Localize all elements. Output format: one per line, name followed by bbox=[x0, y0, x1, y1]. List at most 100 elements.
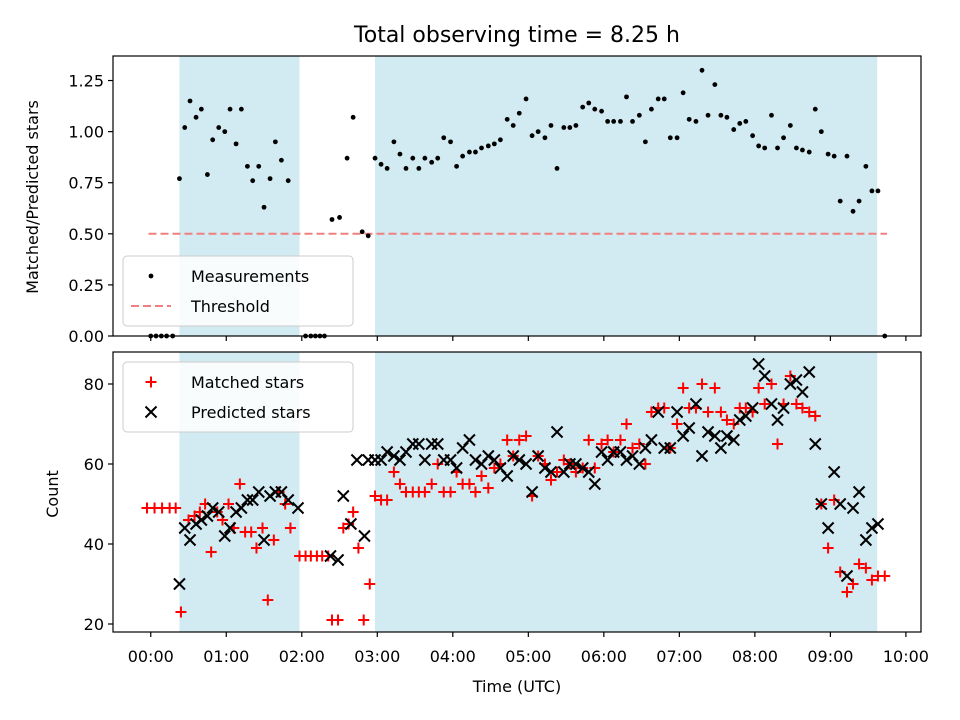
count-data-point bbox=[701, 425, 715, 439]
count-data-point bbox=[322, 550, 334, 562]
count-data-point bbox=[633, 457, 646, 471]
count-data-point bbox=[714, 441, 728, 455]
ratio-data-point bbox=[837, 198, 843, 204]
ratio-data-point bbox=[491, 141, 497, 147]
ratio-data-point bbox=[256, 163, 262, 169]
count-shaded-interval bbox=[375, 352, 878, 632]
ratio-data-point bbox=[818, 129, 824, 135]
count-data-point bbox=[702, 406, 714, 418]
count-data-point bbox=[853, 558, 865, 570]
count-data-point bbox=[469, 453, 482, 467]
count-data-point bbox=[815, 497, 828, 511]
count-data-point bbox=[469, 486, 481, 498]
count-data-point bbox=[614, 434, 626, 446]
x-tick-label: 06:00 bbox=[581, 647, 627, 666]
ratio-data-point bbox=[825, 151, 831, 157]
count-data-point bbox=[380, 445, 394, 459]
count-data-point bbox=[331, 553, 345, 567]
count-data-point bbox=[463, 478, 475, 490]
count-y-tick-label: 20 bbox=[84, 615, 104, 634]
ratio-y-tick-label: 1.25 bbox=[68, 72, 104, 91]
count-data-point bbox=[695, 449, 709, 463]
count-data-point bbox=[544, 465, 558, 479]
ratio-data-point bbox=[384, 166, 390, 171]
count-data-point bbox=[332, 614, 344, 626]
ratio-y-tick-label: 0.00 bbox=[68, 327, 104, 346]
ratio-data-point bbox=[204, 172, 210, 177]
ratio-data-point bbox=[182, 125, 188, 130]
count-data-point bbox=[507, 449, 520, 463]
x-axis-label: Time (UTC) bbox=[472, 677, 561, 696]
count-data-point bbox=[201, 509, 214, 523]
count-data-point bbox=[519, 457, 533, 471]
count-data-point bbox=[352, 542, 364, 554]
count-data-point bbox=[871, 517, 885, 531]
x-tick-label: 00:00 bbox=[128, 647, 174, 666]
count-data-point bbox=[828, 494, 840, 506]
ratio-data-point bbox=[467, 149, 472, 155]
count-data-point bbox=[733, 413, 746, 427]
count-data-point bbox=[846, 501, 860, 515]
count-data-point bbox=[431, 437, 444, 451]
ratio-data-point bbox=[573, 123, 579, 128]
count-data-point bbox=[809, 410, 821, 422]
count-data-point bbox=[569, 457, 583, 471]
ratio-data-point bbox=[278, 157, 284, 163]
count-data-point bbox=[235, 501, 248, 515]
count-data-point bbox=[432, 458, 444, 470]
count-data-point bbox=[500, 469, 514, 483]
ratio-data-point bbox=[516, 110, 522, 116]
ratio-data-point bbox=[535, 129, 541, 135]
ratio-data-point bbox=[812, 106, 818, 112]
ratio-data-point bbox=[561, 125, 567, 130]
ratio-data-point bbox=[686, 116, 692, 122]
count-data-point bbox=[602, 434, 614, 446]
count-data-point bbox=[545, 474, 557, 486]
count-data-point bbox=[682, 421, 696, 435]
ratio-data-point bbox=[372, 155, 378, 161]
count-data-point bbox=[393, 453, 407, 467]
count-data-point bbox=[727, 433, 740, 447]
ratio-data-point bbox=[441, 135, 447, 141]
ratio-data-point bbox=[856, 198, 862, 204]
count-data-point bbox=[337, 489, 350, 503]
count-data-point bbox=[645, 406, 657, 418]
ratio-series-dot bbox=[148, 67, 888, 339]
chart-title: Total observing time = 8.25 h bbox=[353, 23, 680, 48]
count-data-point bbox=[525, 485, 539, 499]
count-data-point bbox=[206, 501, 219, 515]
ratio-y-tick-label: 0.50 bbox=[68, 225, 104, 244]
ratio-data-point bbox=[403, 166, 409, 171]
ratio-legend-label: Measurements bbox=[191, 267, 309, 286]
ratio-data-point bbox=[800, 147, 805, 153]
count-data-point bbox=[796, 402, 808, 414]
ratio-data-point bbox=[233, 141, 239, 147]
count-data-point bbox=[772, 438, 784, 450]
count-data-point bbox=[664, 441, 677, 455]
count-data-point bbox=[550, 425, 564, 439]
ratio-data-point bbox=[460, 153, 466, 159]
count-data-point bbox=[677, 382, 689, 394]
ratio-data-point bbox=[750, 133, 756, 139]
count-data-point bbox=[596, 438, 608, 450]
ratio-data-point bbox=[592, 106, 598, 112]
ratio-data-point bbox=[391, 139, 397, 145]
count-legend-label: Matched stars bbox=[191, 373, 304, 392]
ratio-data-point bbox=[429, 159, 435, 165]
ratio-axes-frame bbox=[112, 55, 922, 337]
count-data-point bbox=[841, 586, 853, 598]
x-tick-label: 08:00 bbox=[732, 647, 778, 666]
ratio-data-point bbox=[599, 108, 604, 114]
ratio-data-point bbox=[743, 119, 749, 124]
count-data-point bbox=[450, 461, 463, 475]
count-data-point bbox=[445, 486, 457, 498]
count-data-point bbox=[879, 570, 891, 582]
count-data-point bbox=[381, 494, 393, 506]
count-data-point bbox=[291, 501, 305, 515]
count-data-point bbox=[822, 542, 834, 554]
count-data-point bbox=[840, 569, 854, 583]
count-data-point bbox=[262, 594, 274, 606]
count-data-point bbox=[696, 378, 708, 390]
count-y-tick-label: 40 bbox=[84, 535, 104, 554]
count-data-point bbox=[388, 466, 400, 478]
